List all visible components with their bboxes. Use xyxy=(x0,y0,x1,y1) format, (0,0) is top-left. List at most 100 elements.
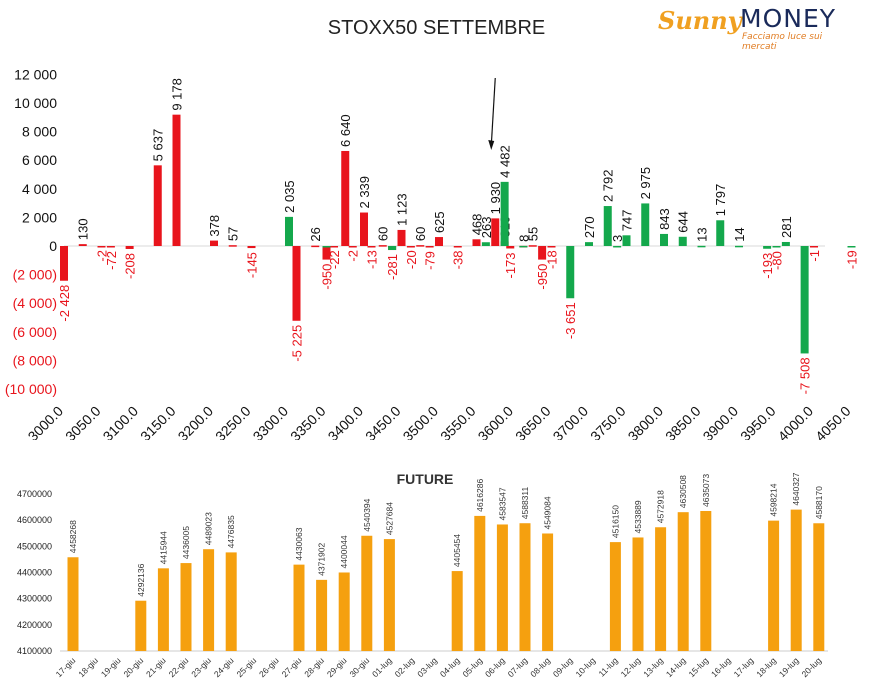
future-value-label: 4400044 xyxy=(339,535,349,568)
future-x-tick-label: 19-lug xyxy=(777,655,801,679)
bar xyxy=(153,165,162,246)
arrow-head-icon xyxy=(488,140,495,150)
data-label: 644 xyxy=(676,211,691,233)
future-bar xyxy=(361,535,373,651)
future-y-tick-label: 4200000 xyxy=(17,620,52,630)
future-x-tick-label: 12-lug xyxy=(619,655,643,679)
data-label: -22 xyxy=(327,250,342,269)
future-x-tick-label: 29-giu xyxy=(325,655,349,679)
data-label: -1 xyxy=(807,250,822,262)
data-label: 1 123 xyxy=(395,193,410,226)
data-label: 263 xyxy=(479,217,494,239)
y-tick-label: (2 000) xyxy=(13,267,57,283)
future-bar xyxy=(293,564,305,651)
future-x-tick-label: 25-giu xyxy=(234,655,258,679)
data-label: -950 xyxy=(535,264,550,290)
future-x-tick-label: 08-lug xyxy=(528,655,552,679)
sunny-money-logo: Sunny MONEY Facciamo luce sui mercati xyxy=(658,4,858,52)
bar xyxy=(622,235,631,246)
bar xyxy=(360,212,368,246)
future-x-tick-label: 13-lug xyxy=(641,655,665,679)
future-y-tick-label: 4700000 xyxy=(17,489,52,499)
data-label: -2 xyxy=(346,250,361,262)
bar xyxy=(519,245,528,248)
bar xyxy=(660,233,668,246)
data-label: 60 xyxy=(376,227,391,241)
data-label: 2 339 xyxy=(357,176,372,209)
bar xyxy=(78,244,87,246)
future-x-tick-label: 20-lug xyxy=(799,655,823,679)
logo-tagline: Facciamo luce sui mercati xyxy=(742,32,823,52)
data-label: 281 xyxy=(779,216,794,238)
data-label: -208 xyxy=(123,253,138,279)
bar xyxy=(397,229,406,246)
future-value-label: 4415944 xyxy=(158,531,168,564)
future-bar xyxy=(655,527,667,651)
data-label: 4 482 xyxy=(498,145,513,178)
chart-title: STOXX50 SETTEMBRE xyxy=(327,17,546,39)
bar xyxy=(406,246,415,248)
future-bar xyxy=(225,552,237,651)
future-x-tick-label: 17-giu xyxy=(54,655,78,679)
bar xyxy=(500,181,509,246)
future-x-tick-label: 15-lug xyxy=(686,655,710,679)
bar xyxy=(378,245,387,247)
bar xyxy=(697,245,706,248)
future-value-label: 4616286 xyxy=(475,479,485,512)
future-x-tick-label: 21-giu xyxy=(144,655,168,679)
future-value-label: 4588311 xyxy=(520,486,530,519)
future-title: FUTURE xyxy=(397,471,454,487)
data-label: 2 792 xyxy=(601,169,616,202)
future-value-label: 4583547 xyxy=(497,487,507,520)
future-bar xyxy=(135,600,147,651)
future-value-label: 4598214 xyxy=(769,483,779,516)
data-label: 747 xyxy=(620,210,635,232)
future-bar xyxy=(67,557,79,651)
future-x-tick-label: 06-lug xyxy=(483,655,507,679)
future-x-tick-label: 30-giu xyxy=(347,655,371,679)
future-value-label: 4292136 xyxy=(136,563,146,596)
bar xyxy=(341,150,350,246)
data-label: 26 xyxy=(308,227,323,241)
bar xyxy=(247,246,256,249)
bar xyxy=(772,246,781,248)
future-bar xyxy=(677,512,689,651)
y-tick-label: 10 000 xyxy=(14,95,57,111)
future-y-tick-label: 4100000 xyxy=(17,646,52,656)
data-label: 378 xyxy=(207,215,222,237)
bar xyxy=(506,246,515,249)
data-label: -193 xyxy=(760,253,775,279)
data-label: 468 xyxy=(470,214,485,236)
future-bar xyxy=(609,542,621,651)
future-bar xyxy=(203,549,215,651)
data-label: -18 xyxy=(545,250,560,269)
y-tick-label: 2 000 xyxy=(22,209,57,225)
future-bar xyxy=(790,509,802,651)
bar xyxy=(388,246,397,251)
bar xyxy=(481,242,490,246)
data-label: -950 xyxy=(320,264,335,290)
data-label: 1 797 xyxy=(713,184,728,217)
data-label: 2 975 xyxy=(638,167,653,200)
annotation-arrow xyxy=(490,77,496,147)
future-value-label: 4640327 xyxy=(791,472,801,505)
future-x-tick-label: 09-lug xyxy=(551,655,575,679)
y-tick-label: 6 000 xyxy=(22,152,57,168)
data-label: 55 xyxy=(526,227,541,241)
bar xyxy=(106,246,115,248)
future-bar xyxy=(496,524,508,651)
future-x-tick-label: 20-giu xyxy=(121,655,145,679)
future-x-tick-label: 22-giu xyxy=(167,655,191,679)
bar xyxy=(416,245,425,247)
data-label: 8 xyxy=(516,235,531,242)
bar xyxy=(367,246,376,248)
bar xyxy=(613,245,622,248)
data-label: 1 930 xyxy=(488,182,503,215)
bar xyxy=(60,246,68,281)
bar xyxy=(847,246,856,248)
future-x-tick-label: 11-lug xyxy=(596,655,620,679)
future-bar xyxy=(813,523,825,651)
data-label: -19 xyxy=(845,250,860,269)
future-value-label: 4516150 xyxy=(610,505,620,538)
